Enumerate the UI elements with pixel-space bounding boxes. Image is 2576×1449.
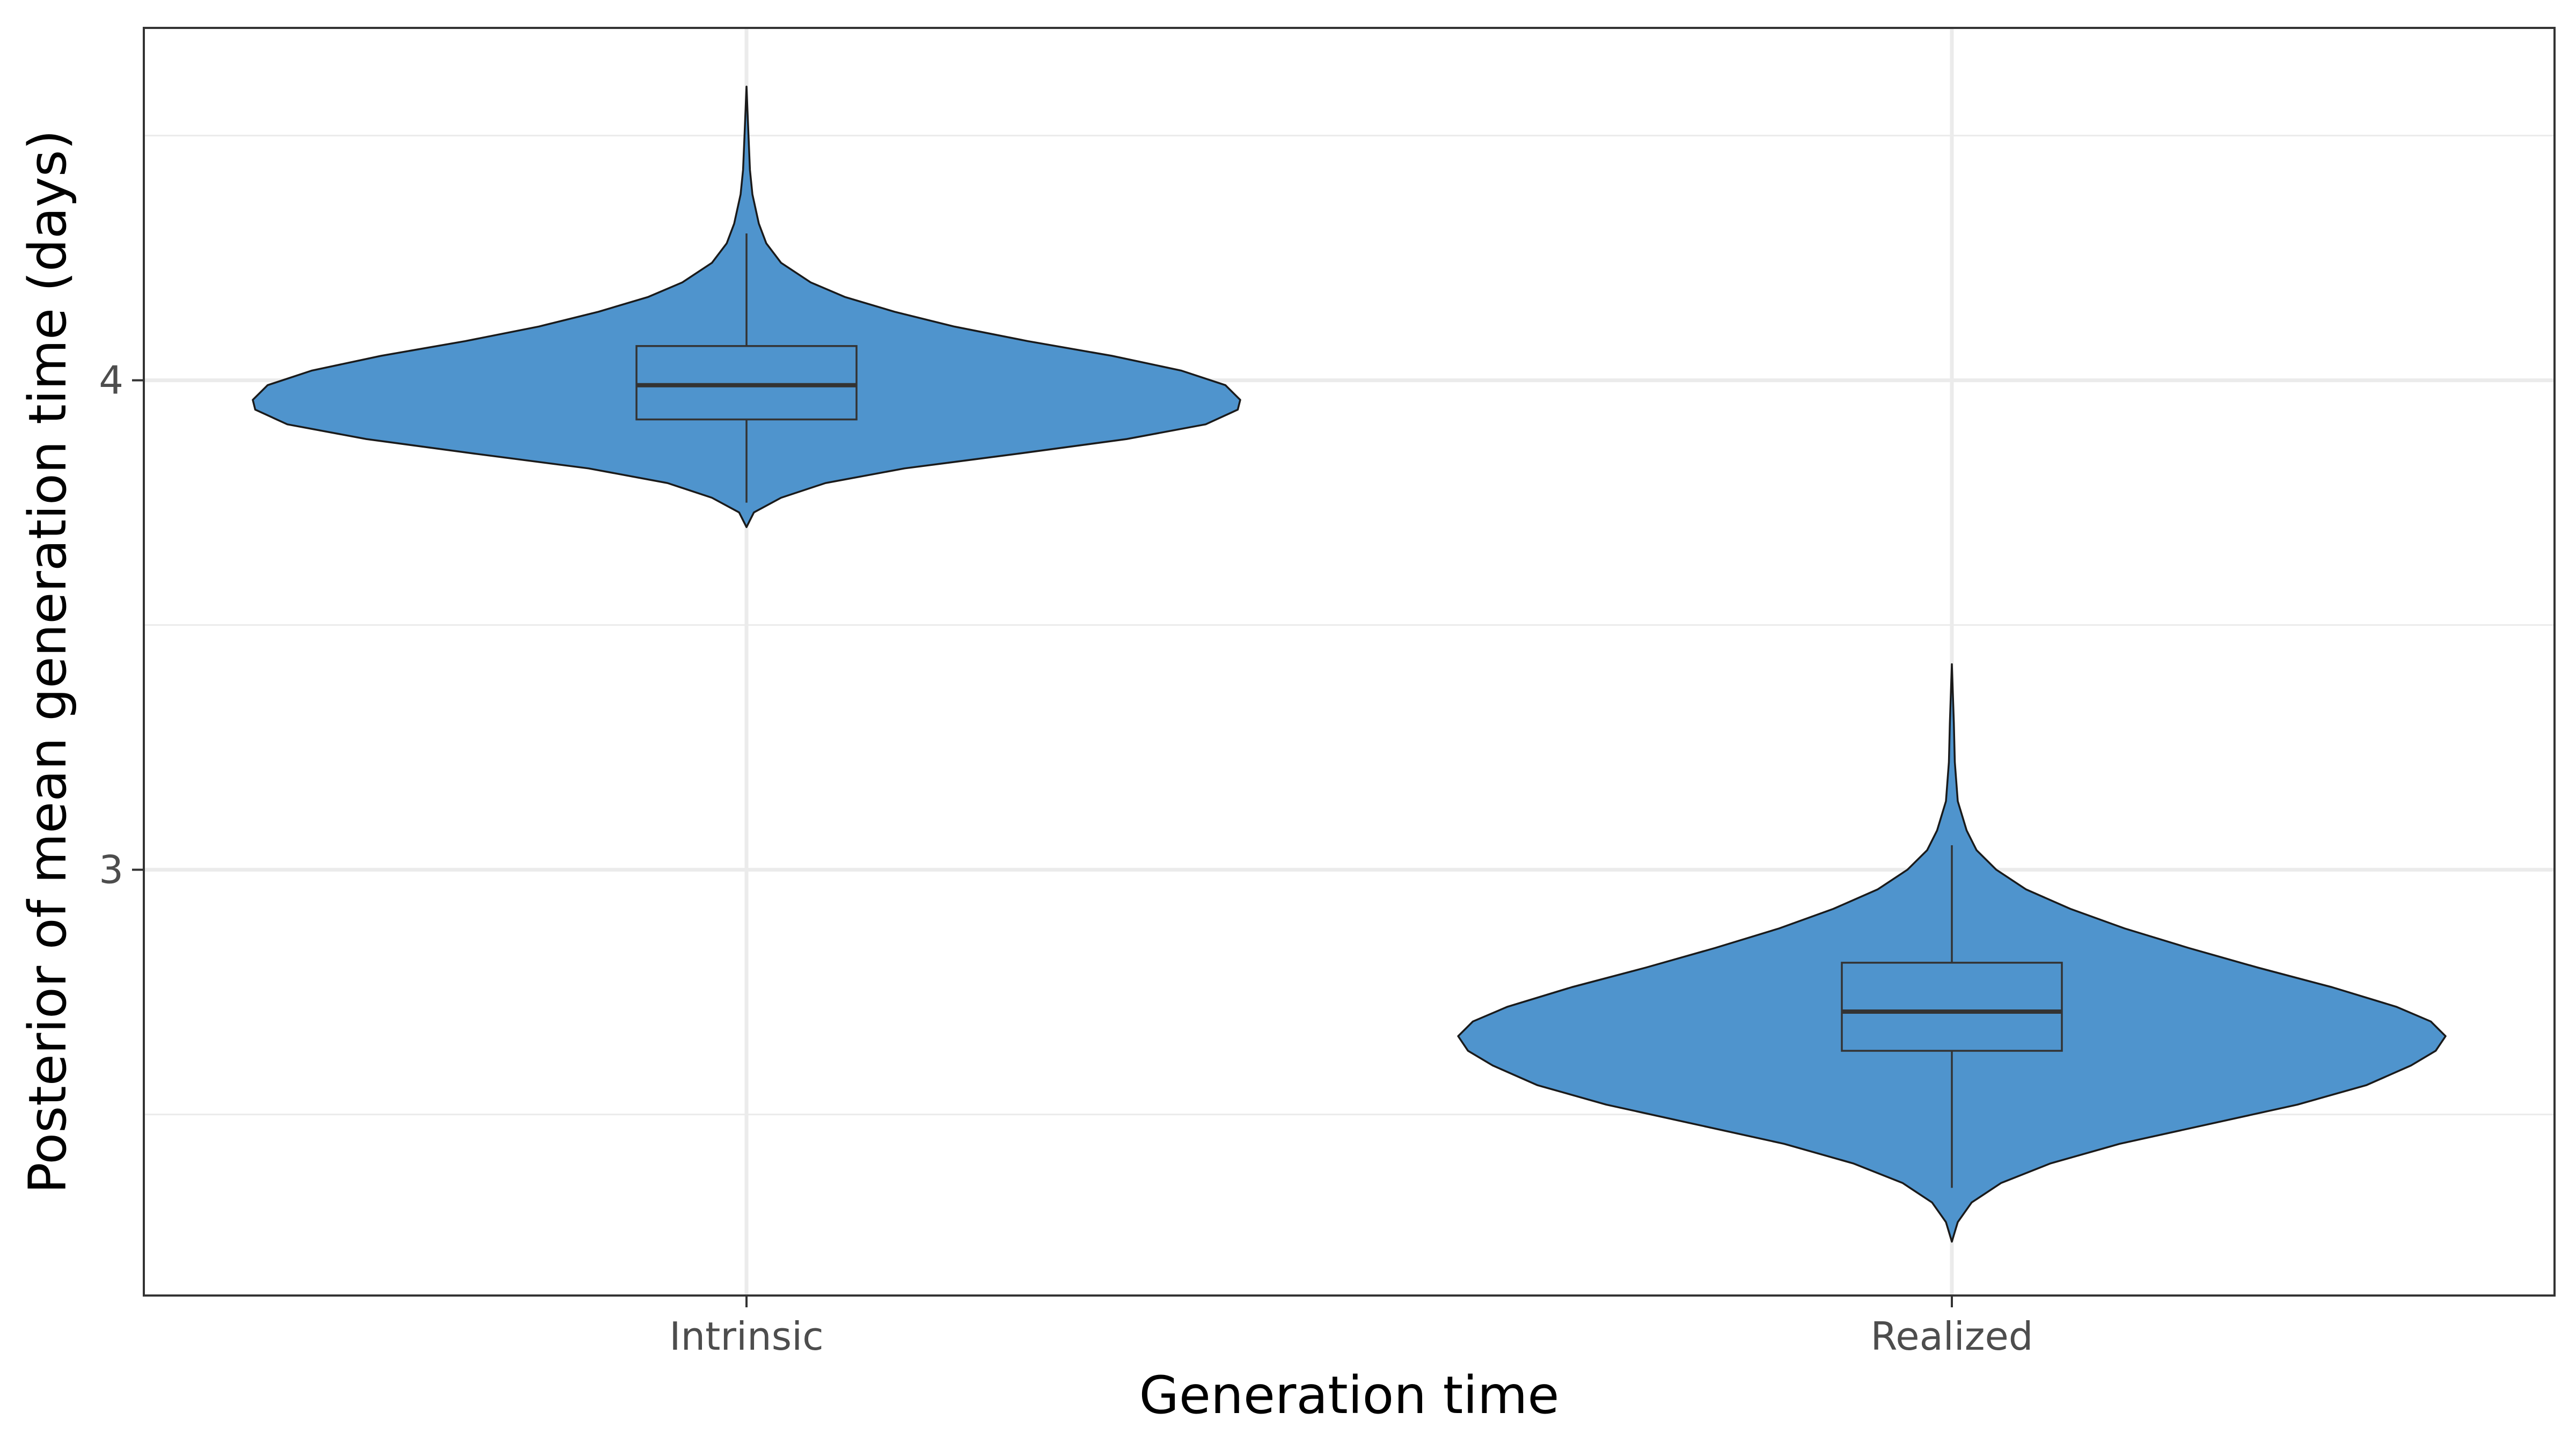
- y-tick-label: 3: [99, 847, 123, 892]
- box-iqr: [1841, 962, 2063, 1052]
- x-axis-title: Generation time: [1139, 1365, 1560, 1425]
- plot-border: [143, 27, 2556, 1297]
- x-tick-label: Realized: [1870, 1314, 2033, 1359]
- y-tick-label: 4: [99, 358, 123, 403]
- x-tick-label: Intrinsic: [669, 1314, 823, 1359]
- y-axis-title: Posterior of mean generation time (days): [18, 130, 78, 1194]
- violin-group: [1457, 663, 2447, 1243]
- axes: 3 4 Intrinsic Realized: [99, 358, 2033, 1359]
- box-iqr: [635, 345, 858, 421]
- violin-group: [252, 85, 1241, 528]
- violins: [252, 85, 2447, 1243]
